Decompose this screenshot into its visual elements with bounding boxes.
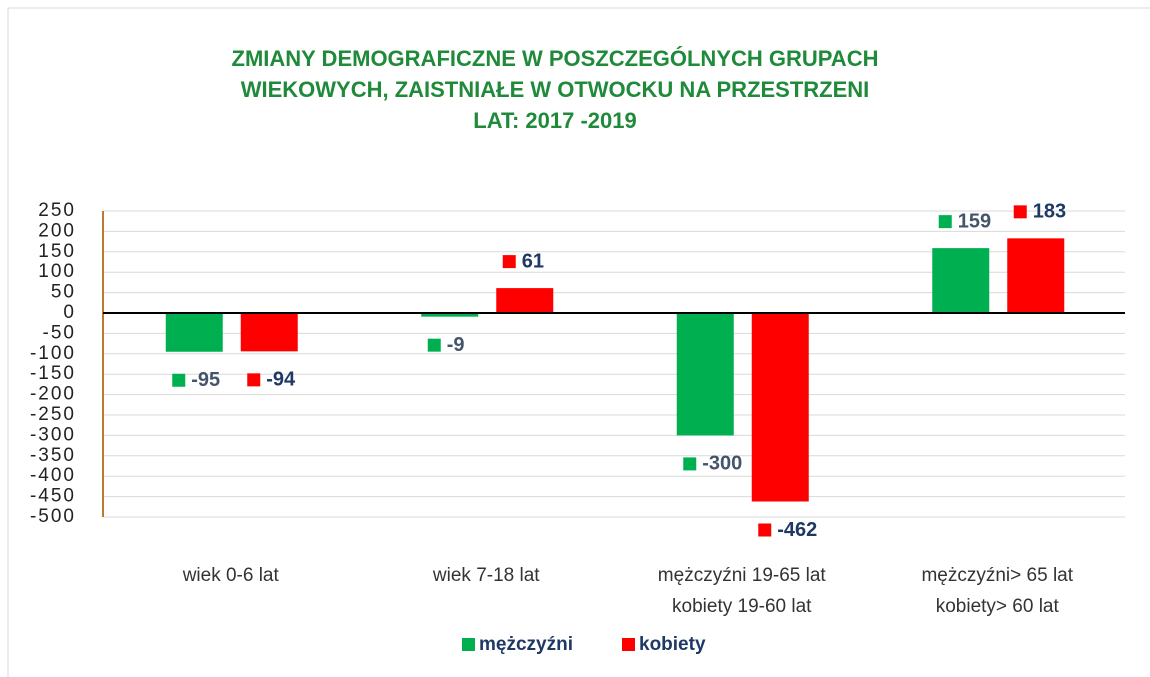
x-tick-label-line: mężczyźni 19-65 lat — [658, 565, 827, 586]
value-label-key — [247, 373, 261, 387]
y-tick-label: -500 — [30, 506, 76, 527]
value-label-key — [502, 255, 516, 269]
y-tick-label: -450 — [30, 486, 76, 507]
chart-title: ZMIANY DEMOGRAFICZNE W POSZCZEGÓLNYCH GR… — [232, 46, 879, 71]
y-tick-label: -100 — [30, 343, 76, 364]
x-tick-label-line: mężczyźni> 65 lat — [921, 565, 1073, 586]
y-tick-label: -300 — [30, 424, 76, 445]
y-tick-label: 0 — [63, 302, 76, 323]
legend-key — [462, 638, 475, 651]
x-tick-label-line: kobiety> 60 lat — [936, 596, 1060, 617]
value-label: -300 — [702, 453, 742, 475]
value-label: -9 — [447, 334, 465, 356]
chart-title: WIEKOWYCH, ZAISTNIAŁE W OTWOCKU NA PRZES… — [241, 77, 870, 102]
x-tick-label-line: wiek 7-18 lat — [432, 565, 540, 586]
y-tick-label: -400 — [30, 465, 76, 486]
x-tick-label-line: kobiety 19-60 lat — [672, 596, 812, 617]
y-tick-label: 200 — [38, 220, 76, 241]
y-tick-label: 150 — [38, 241, 76, 262]
bar — [165, 313, 223, 352]
y-tick-label: 100 — [38, 261, 76, 282]
x-tick-label: mężczyźni 19-65 lat kobiety 19-60 lat — [658, 565, 827, 617]
legend-key — [622, 638, 635, 651]
y-tick-label: -250 — [30, 404, 76, 425]
y-tick-label: -200 — [30, 384, 76, 405]
x-tick-label: wiek 7-18 lat — [432, 565, 540, 586]
y-tick-label: -350 — [30, 445, 76, 466]
value-label-key — [938, 215, 952, 229]
value-label: 183 — [1033, 201, 1066, 223]
bar — [932, 248, 990, 313]
x-tick-label: wiek 0-6 lat — [182, 565, 280, 586]
value-label: -462 — [777, 519, 817, 541]
bar — [496, 288, 554, 313]
value-label: -94 — [266, 369, 296, 391]
legend-label: mężczyźni — [479, 634, 573, 655]
bar — [676, 313, 734, 436]
chart-frame — [7, 7, 1150, 677]
value-label-key — [172, 373, 186, 387]
chart-title: LAT: 2017 -2019 — [473, 108, 636, 133]
value-label-key — [758, 523, 772, 537]
value-label: 61 — [522, 250, 544, 272]
x-tick-label-line: wiek 0-6 lat — [182, 565, 280, 586]
y-tick-label: 250 — [38, 200, 76, 221]
y-tick-label: -50 — [43, 322, 76, 343]
value-label: -95 — [191, 369, 220, 391]
value-label-key — [683, 457, 697, 471]
value-label-key — [1013, 205, 1027, 219]
value-label-key — [427, 338, 441, 352]
y-tick-label: -150 — [30, 363, 76, 384]
bar — [1007, 238, 1065, 313]
bar — [240, 313, 298, 352]
legend-label: kobiety — [639, 634, 706, 655]
value-label: 159 — [958, 210, 991, 232]
x-tick-label: mężczyźni> 65 lat kobiety> 60 lat — [921, 565, 1073, 617]
y-tick-label: 50 — [51, 282, 76, 303]
bar — [751, 313, 809, 502]
bar — [421, 313, 479, 317]
